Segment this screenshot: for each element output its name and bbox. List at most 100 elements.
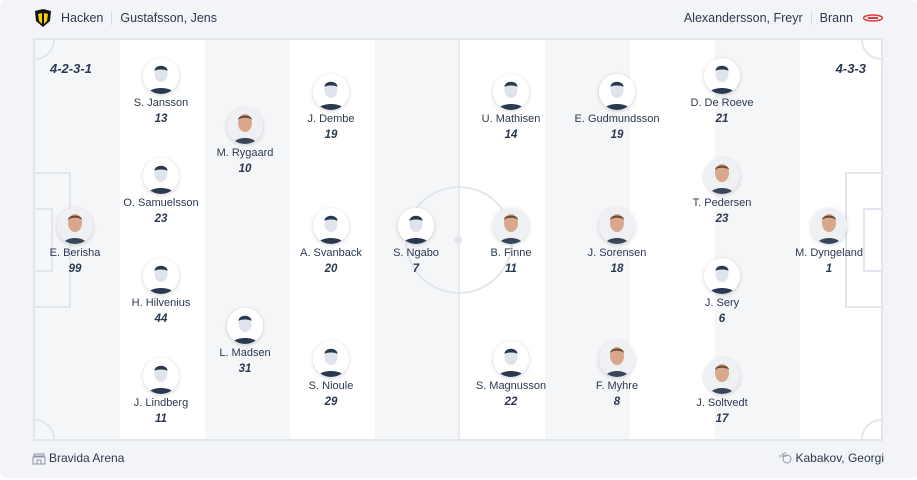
player-number: 19 (610, 129, 624, 141)
player[interactable]: S. Ngabo 7 (361, 208, 471, 275)
player-silhouette-icon[interactable] (493, 74, 529, 110)
venue-name: Bravida Arena (49, 451, 125, 465)
hacken-logo-icon (35, 9, 51, 27)
player-number: 19 (324, 129, 338, 141)
player-name[interactable]: E. Gudmundsson (574, 113, 660, 125)
player-number: 8 (613, 396, 621, 408)
player-name[interactable]: S. Ngabo (393, 247, 439, 259)
referee: Kabakov, Georgi (778, 451, 885, 465)
player-silhouette-icon[interactable] (143, 258, 179, 294)
player-name[interactable]: E. Berisha (49, 247, 101, 259)
player-number: 10 (238, 163, 252, 175)
player-name[interactable]: O. Samuelsson (123, 197, 199, 209)
stadium-icon (32, 453, 46, 465)
player[interactable]: J. Sorensen 18 (562, 208, 672, 275)
player[interactable]: O. Samuelsson 23 (106, 158, 216, 225)
player-name[interactable]: J. Soltvedt (696, 397, 748, 409)
player[interactable]: J. Dembe 19 (276, 74, 386, 141)
player-number: 44 (154, 313, 168, 325)
player-photo[interactable] (811, 208, 847, 244)
player-number: 14 (504, 129, 518, 141)
player-number: 23 (154, 213, 168, 225)
player-name[interactable]: M. Dyngeland (795, 247, 863, 259)
referee-name: Kabakov, Georgi (795, 451, 885, 465)
player[interactable]: S. Magnusson 22 (456, 341, 566, 408)
player[interactable]: S. Nioule 29 (276, 341, 386, 408)
whistle-icon (778, 452, 791, 464)
player-silhouette-icon[interactable] (704, 58, 740, 94)
home-coach: Gustafsson, Jens (120, 11, 217, 25)
player-silhouette-icon[interactable] (398, 208, 434, 244)
player-silhouette-icon[interactable] (143, 358, 179, 394)
player-number: 20 (324, 263, 338, 275)
player[interactable]: E. Berisha 99 (35, 208, 130, 275)
player[interactable]: L. Madsen 31 (190, 308, 300, 375)
player-name[interactable]: M. Rygaard (216, 147, 274, 159)
divider (810, 11, 812, 25)
player[interactable]: J. Lindberg 11 (106, 358, 216, 425)
right-penalty-box (845, 172, 881, 308)
venue: Bravida Arena (32, 451, 124, 465)
player-name[interactable]: T. Pedersen (692, 197, 752, 209)
away-team-name[interactable]: Brann (819, 11, 853, 25)
player-name[interactable]: J. Sorensen (587, 247, 647, 259)
away-coach: Alexandersson, Freyr (683, 11, 803, 25)
player-photo[interactable] (227, 108, 263, 144)
player[interactable]: E. Gudmundsson 19 (562, 74, 672, 141)
player[interactable]: J. Sery 6 (667, 258, 777, 325)
player[interactable]: A. Svanback 20 (276, 208, 386, 275)
player-photo[interactable] (704, 358, 740, 394)
player-number: 1 (825, 263, 833, 275)
player[interactable]: T. Pedersen 23 (667, 158, 777, 225)
player[interactable]: H. Hilvenius 44 (106, 258, 216, 325)
player-name[interactable]: J. Sery (704, 297, 740, 309)
player-photo[interactable] (599, 208, 635, 244)
player-name[interactable]: L. Madsen (219, 347, 271, 359)
player-number: 29 (324, 396, 338, 408)
away-formation: 4-3-3 (835, 61, 866, 76)
player[interactable]: M. Rygaard 10 (190, 108, 300, 175)
player-number: 22 (504, 396, 518, 408)
player-silhouette-icon[interactable] (313, 341, 349, 377)
player[interactable]: S. Jansson 13 (106, 58, 216, 125)
player-photo[interactable] (493, 208, 529, 244)
player-name[interactable]: S. Nioule (308, 380, 354, 392)
player-name[interactable]: S. Jansson (133, 97, 189, 109)
player-name[interactable]: B. Finne (490, 247, 532, 259)
player-photo[interactable] (57, 208, 93, 244)
player-silhouette-icon[interactable] (143, 58, 179, 94)
player-name[interactable]: H. Hilvenius (131, 297, 191, 309)
divider (111, 11, 113, 25)
player-silhouette-icon[interactable] (599, 74, 635, 110)
player-name[interactable]: S. Magnusson (475, 380, 547, 392)
pitch: 4-2-3-1 4-3-3 E. Berisha 99 S. Jansson 1… (33, 38, 883, 441)
player-name[interactable]: A. Svanback (300, 247, 362, 259)
home-team-name[interactable]: Hacken (61, 11, 104, 25)
player-number: 21 (715, 113, 729, 125)
player-name[interactable]: U. Mathisen (481, 113, 541, 125)
home-formation: 4-2-3-1 (50, 61, 92, 76)
center-spot (454, 236, 462, 244)
player-silhouette-icon[interactable] (313, 208, 349, 244)
player-name[interactable]: D. De Roeve (690, 97, 754, 109)
player-silhouette-icon[interactable] (227, 308, 263, 344)
player[interactable]: B. Finne 11 (456, 208, 566, 275)
player[interactable]: D. De Roeve 21 (667, 58, 777, 125)
player-silhouette-icon[interactable] (493, 341, 529, 377)
player-silhouette-icon[interactable] (143, 158, 179, 194)
player-photo[interactable] (599, 341, 635, 377)
player-silhouette-icon[interactable] (704, 258, 740, 294)
player[interactable]: F. Myhre 8 (562, 341, 672, 408)
player-name[interactable]: J. Dembe (307, 113, 355, 125)
player[interactable]: M. Dyngeland 1 (774, 208, 881, 275)
player[interactable]: J. Soltvedt 17 (667, 358, 777, 425)
player-name[interactable]: F. Myhre (595, 380, 639, 392)
player-number: 99 (68, 263, 82, 275)
away-header: Alexandersson, Freyr Brann (684, 9, 883, 27)
player-number: 13 (154, 113, 168, 125)
player-name[interactable]: J. Lindberg (133, 397, 189, 409)
player-silhouette-icon[interactable] (313, 74, 349, 110)
player-photo[interactable] (704, 158, 740, 194)
player[interactable]: U. Mathisen 14 (456, 74, 566, 141)
player-number: 6 (718, 313, 726, 325)
